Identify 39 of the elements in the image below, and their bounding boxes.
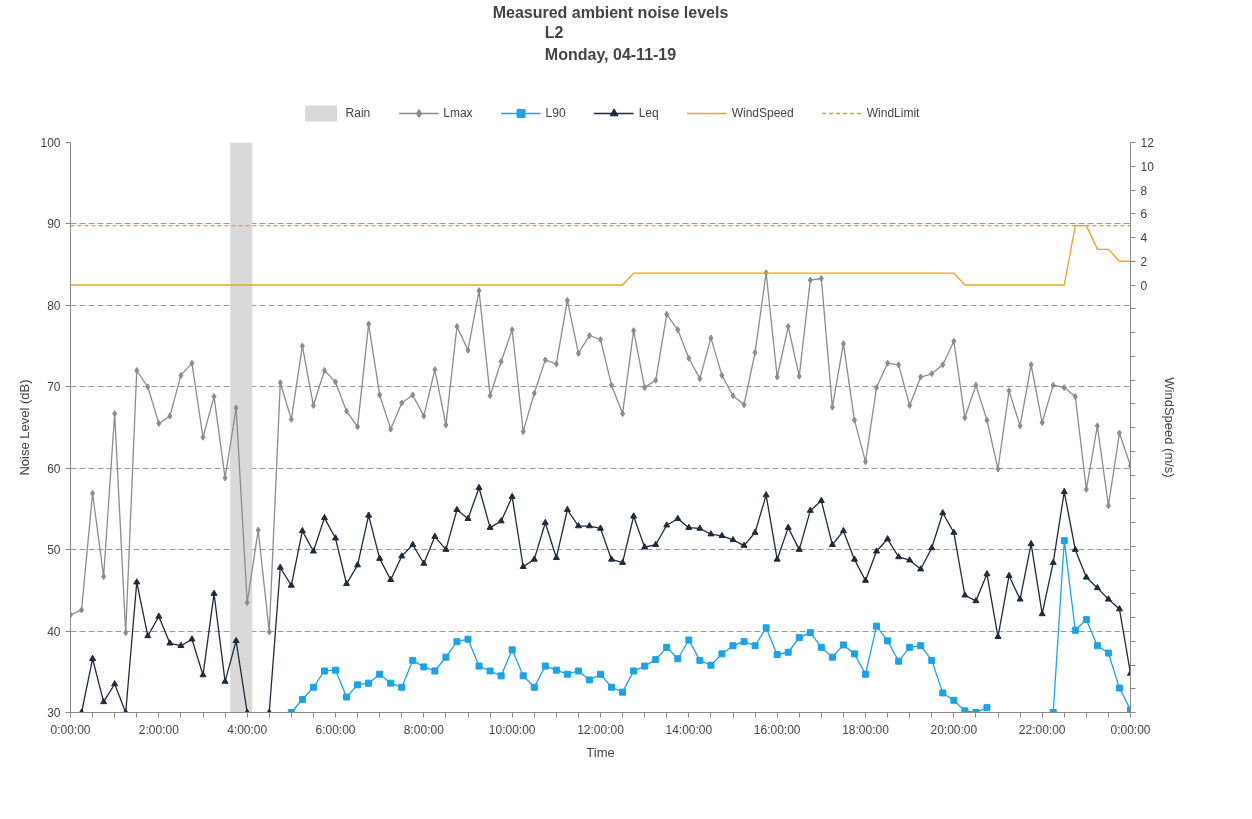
- x-tick-label: 22:00:00: [1018, 722, 1066, 737]
- chart-title: Measured ambient noise levels: [492, 3, 729, 21]
- y-tick-label: 100: [40, 136, 61, 150]
- y-tick-label: 80: [47, 298, 61, 313]
- x-tick-label: 12:00:00: [577, 722, 625, 737]
- y-tick-label: 60: [47, 461, 61, 476]
- x-tick-label: 10:00:00: [488, 722, 536, 737]
- y2-tick-label: 10: [1140, 159, 1155, 174]
- y-axis-title: Noise Level (dB): [17, 379, 33, 476]
- x-tick-label: 8:00:00: [403, 722, 445, 737]
- x-tick-label: 2:00:00: [138, 722, 180, 737]
- y2-tick-label: 0: [1140, 278, 1148, 293]
- y2-tick-label: 6: [1140, 207, 1148, 222]
- y2-tick-label: 4: [1140, 231, 1148, 245]
- y-tick-label: 40: [47, 624, 61, 639]
- x-axis-title: Time: [586, 744, 615, 760]
- y-tick-label: 50: [47, 543, 61, 558]
- legend-label: WindLimit: [866, 106, 920, 120]
- x-tick-label: 0:00:00: [50, 722, 91, 737]
- y2-tick-label: 12: [1140, 136, 1155, 150]
- y2-tick-label: 2: [1140, 254, 1148, 269]
- legend-label: Leq: [638, 106, 659, 120]
- x-tick-label: 18:00:00: [842, 722, 890, 737]
- y2-tick-label: 8: [1140, 183, 1148, 198]
- x-tick-label: 0:00:00: [1110, 722, 1151, 737]
- x-tick-label: 6:00:00: [315, 722, 356, 737]
- legend-label: WindSpeed: [731, 106, 794, 120]
- x-tick-label: 4:00:00: [227, 722, 268, 737]
- legend-label: Rain: [345, 106, 371, 120]
- legend-label: Lmax: [443, 106, 473, 120]
- x-tick-label: 14:00:00: [665, 722, 713, 737]
- y-tick-label: 30: [47, 706, 61, 720]
- legend-label: L90: [545, 106, 566, 120]
- x-tick-label: 20:00:00: [930, 722, 978, 737]
- y-tick-label: 90: [47, 217, 61, 232]
- y-tick-label: 70: [47, 380, 61, 395]
- y2-axis-title: WindSpeed (m/s): [1161, 377, 1177, 478]
- chart-subtitle: L2 Monday, 04-11-19: [544, 24, 677, 63]
- x-tick-label: 16:00:00: [753, 722, 801, 737]
